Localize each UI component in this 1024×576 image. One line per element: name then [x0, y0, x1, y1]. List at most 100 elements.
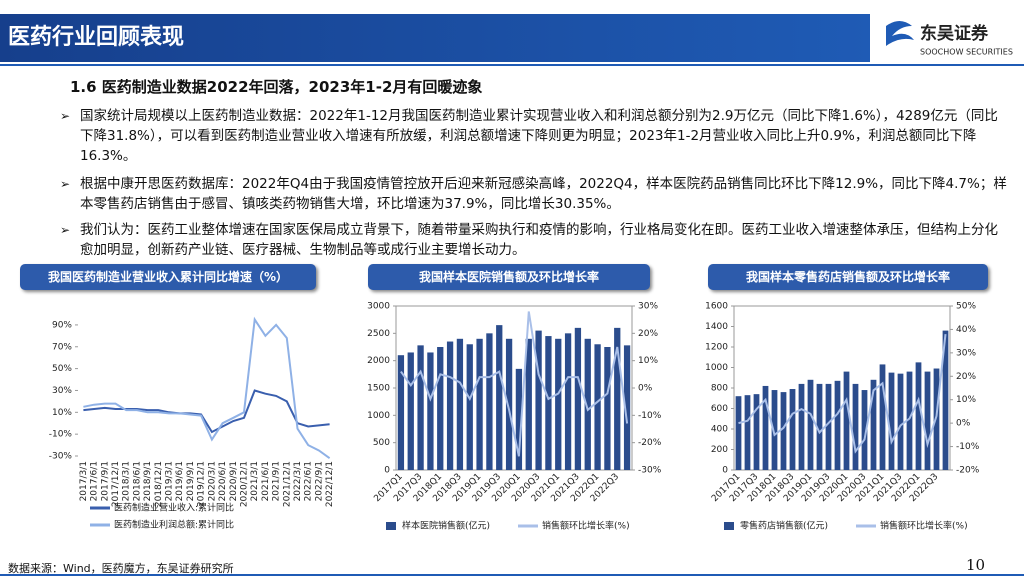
x-tick-label: 2019/6/1 — [175, 461, 185, 501]
bar — [897, 373, 904, 470]
bar — [852, 383, 859, 470]
chart: 0 200 400 600 800 1000 1200 1400 1600 -20% -10% 0% 1… — [705, 302, 980, 532]
bar — [594, 344, 601, 470]
bar — [888, 372, 895, 470]
x-tick-label: 2020/3/1 — [207, 461, 217, 501]
bar — [924, 371, 931, 470]
y-tick-label: 0 — [722, 466, 728, 476]
bar — [446, 341, 454, 470]
bar — [476, 338, 483, 470]
line — [738, 333, 947, 454]
bullet: 根据中康开思医药数据库：2022年Q4由于我国疫情管控放开后迎来新冠感染高峰，2… — [60, 174, 1010, 214]
legend-label: 样本医院销售额(亿元) — [402, 520, 490, 532]
x-tick-label: 2017/12/1 — [111, 461, 121, 507]
y-tick-label: -10% — [49, 430, 73, 440]
header-title: 医药行业回顾表现 — [0, 14, 870, 62]
bar — [437, 347, 444, 470]
y-tick-label: 2500 — [367, 329, 390, 339]
x-tick-label: 2021/9/1 — [272, 461, 282, 501]
y-tick-label: -10% — [956, 442, 980, 452]
footer-source: 数据来源：Wind，医药魔方，东吴证券研究所 — [8, 562, 234, 575]
x-tick-label: 2020/9/1 — [229, 461, 239, 501]
y-tick-label: 400 — [711, 425, 728, 435]
x-tick-label: 2022/6/1 — [304, 461, 314, 501]
bar — [771, 390, 778, 470]
bar — [942, 330, 949, 470]
y-tick-label: -10% — [638, 411, 662, 421]
bar — [789, 389, 796, 470]
bar — [456, 338, 464, 470]
x-tick-label: 2018/6/1 — [132, 461, 142, 501]
y-tick-label: 10% — [638, 356, 658, 366]
chart-title: 我国医药制造业营业收入累计同比增速（%） — [20, 264, 316, 290]
legend-label: 零售药店销售额(亿元) — [740, 520, 828, 532]
legend-label: 销售额环比增长率(%) — [542, 520, 630, 532]
y-tick-label: -20% — [956, 466, 980, 476]
y-tick-label: 3000 — [367, 302, 390, 312]
y-tick-label: 1500 — [367, 384, 390, 394]
y-tick-label: 10% — [52, 408, 72, 418]
bar — [879, 364, 886, 470]
bar — [555, 338, 562, 470]
x-tick-label: 2017/9/1 — [100, 461, 110, 501]
bar — [525, 338, 532, 470]
y-tick-label: 10% — [956, 395, 976, 405]
bar — [906, 371, 913, 470]
x-tick-label: 2021/3/1 — [250, 461, 260, 501]
bar — [843, 371, 850, 470]
y-tick-label: 800 — [711, 384, 728, 394]
logo-icon — [886, 21, 914, 46]
header-rule — [0, 64, 1024, 66]
bar — [623, 345, 631, 470]
y-tick-label: 30% — [956, 348, 976, 358]
x-tick-label: 2020/6/1 — [218, 461, 228, 501]
y-tick-label: 20% — [638, 329, 658, 339]
y-tick-label: 30% — [52, 386, 72, 396]
y-tick-label: -20% — [638, 438, 662, 448]
bullet: 我们认为：医药工业整体增速在国家医保局成立背景下，随着带量采购执行和疫情的影响，… — [60, 220, 1010, 260]
bar — [825, 383, 832, 470]
bar — [427, 352, 434, 470]
logo-en: SOOCHOW SECURITIES — [920, 48, 1013, 57]
x-tick-label: 2019/3/1 — [165, 461, 175, 501]
bar — [762, 385, 769, 470]
x-tick-label: 2018/12/1 — [154, 461, 164, 507]
bar — [798, 383, 805, 470]
bar — [466, 344, 473, 470]
page-number: 10 — [966, 556, 986, 574]
line — [83, 316, 331, 460]
bar — [870, 379, 877, 470]
bar — [515, 368, 523, 470]
y-tick-label: 0% — [956, 419, 971, 429]
y-tick-label: 20% — [956, 372, 976, 382]
y-tick-label: 40% — [956, 325, 976, 335]
y-tick-label: 1000 — [367, 411, 390, 421]
x-tick-label: 2018/9/1 — [143, 461, 153, 501]
footer-rule — [0, 574, 1024, 576]
line — [400, 311, 629, 457]
x-tick-label: 2017/6/1 — [90, 461, 100, 501]
y-tick-label: 1400 — [705, 322, 728, 332]
x-tick-label: 2017/3/1 — [79, 461, 89, 501]
y-tick-label: 50% — [956, 302, 976, 312]
y-tick-label: 0% — [638, 384, 653, 394]
bar — [574, 327, 582, 470]
y-tick-label: -30% — [638, 466, 662, 476]
bar — [753, 394, 760, 470]
bar — [496, 325, 503, 470]
y-tick-label: 1600 — [705, 302, 728, 312]
bar — [614, 327, 621, 470]
bar — [807, 379, 814, 470]
legend-swatch — [724, 522, 734, 530]
legend-label: 销售额环比增长率(%) — [880, 520, 968, 532]
x-tick-label: 2020/12/1 — [239, 461, 249, 507]
bar — [545, 336, 552, 470]
legend-label: 医药制造业利润总额:累计同比 — [114, 519, 234, 531]
x-tick-label: 2021/12/1 — [282, 461, 292, 507]
chart: 0 500 1000 1500 2000 2500 3000 -30% -20% -10% 0% 10… — [367, 302, 662, 532]
bar — [417, 345, 424, 470]
y-tick-label: 1200 — [705, 343, 728, 353]
bar — [735, 396, 742, 470]
section-title: 1.6 医药制造业数据2022年回落，2023年1-2月有回暖迹象 — [70, 78, 483, 96]
legend-label: 医药制造业营业收入:累计同比 — [114, 502, 234, 514]
